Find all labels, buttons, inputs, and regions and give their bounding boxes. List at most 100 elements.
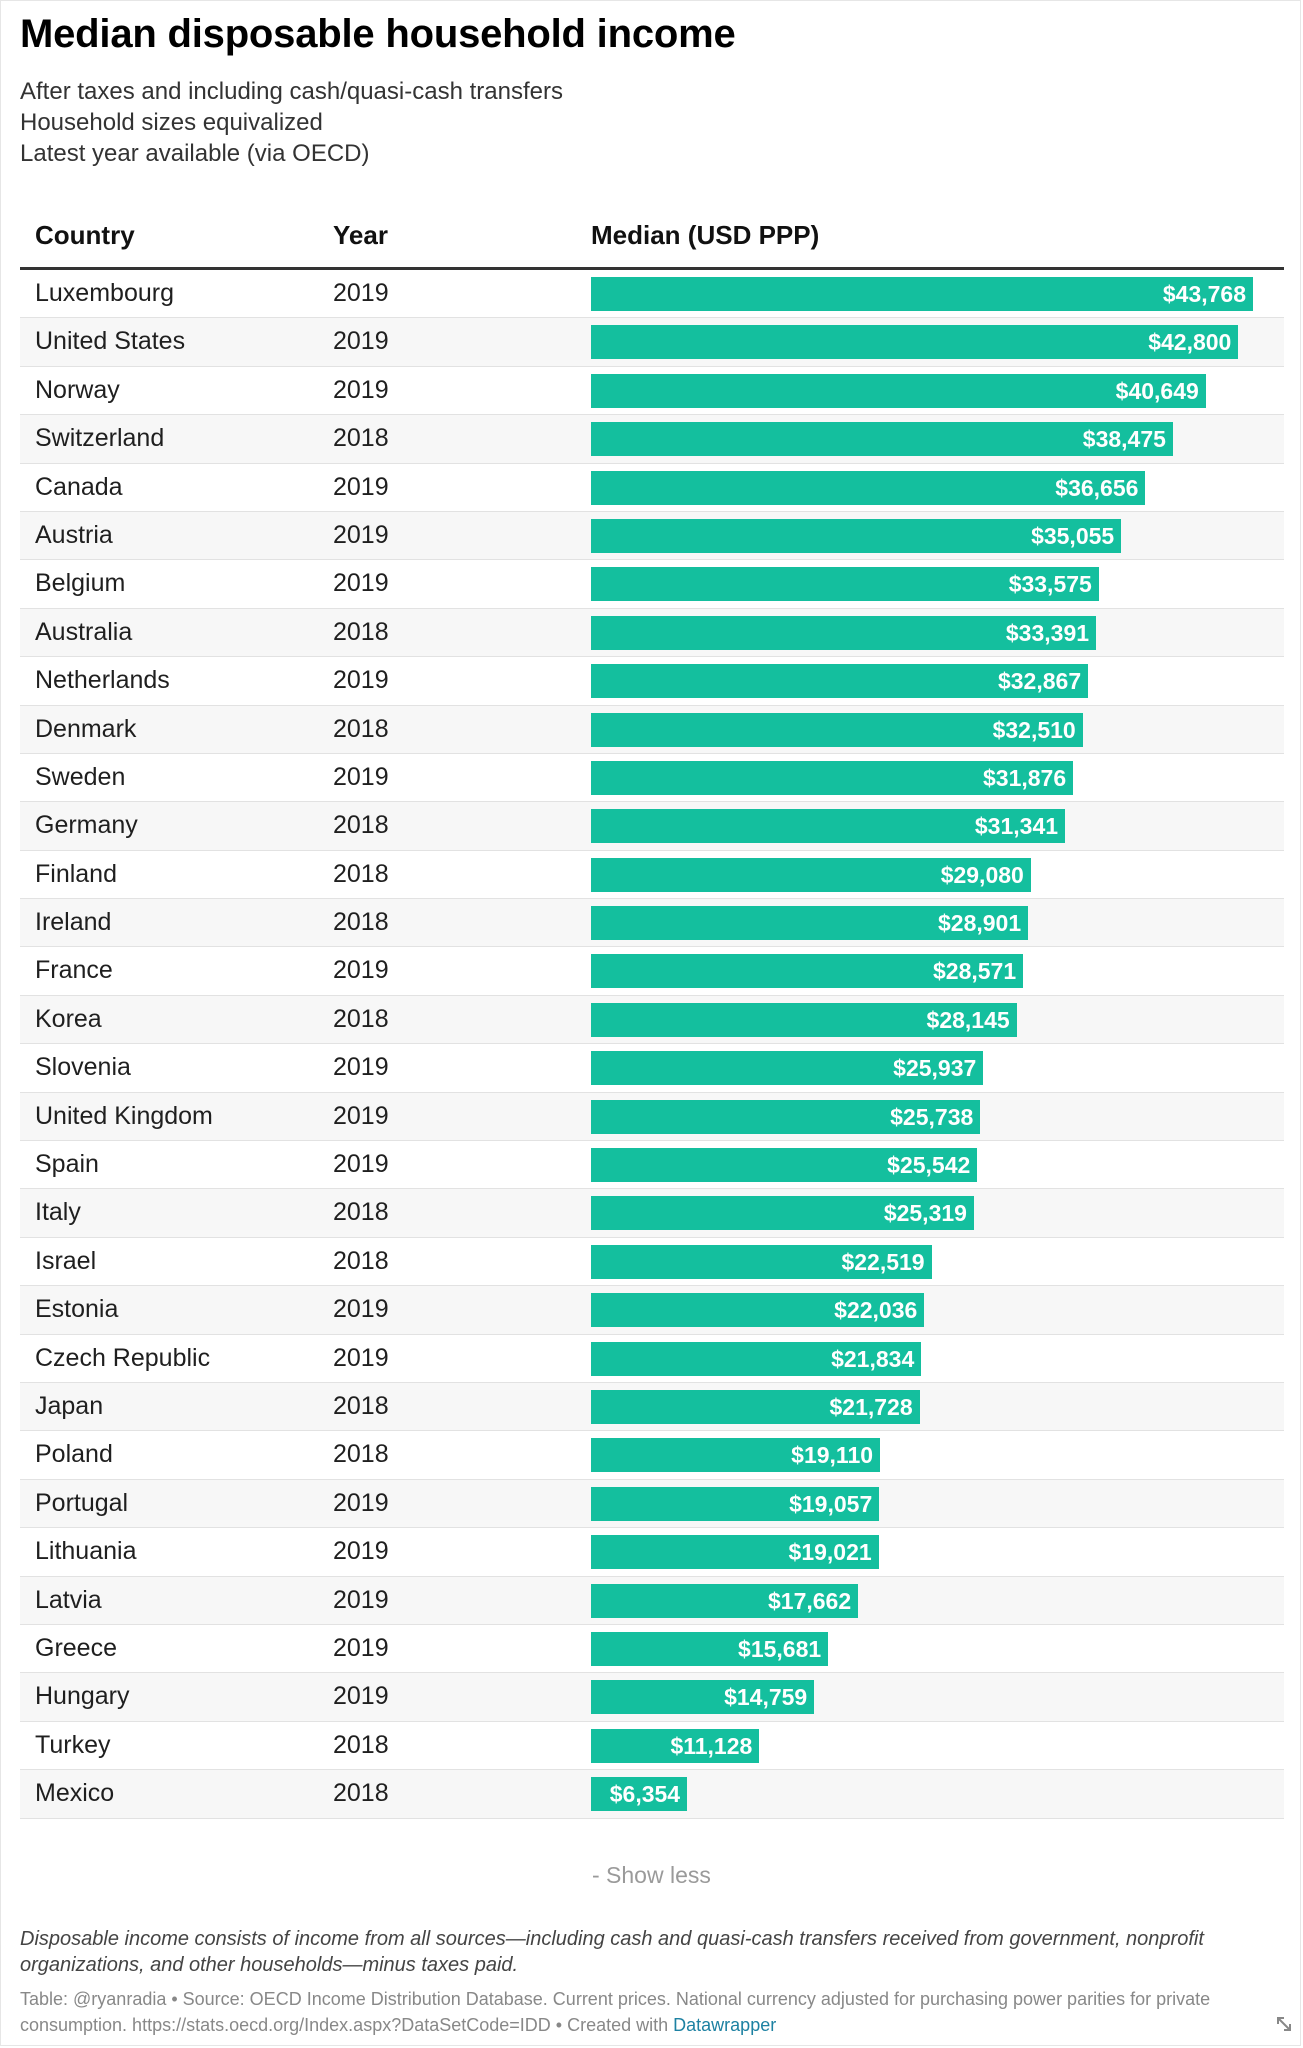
year-cell: 2019 [333, 520, 389, 549]
median-value-label: $22,036 [834, 1297, 918, 1324]
year-cell: 2019 [333, 666, 389, 695]
table-row: Switzerland 2018 $38,475 [20, 415, 1284, 464]
median-bar: $38,475 [591, 422, 1173, 457]
year-cell: 2018 [333, 424, 389, 453]
year-cell: 2019 [333, 1295, 389, 1324]
median-bar: $31,876 [591, 760, 1074, 795]
subtitle-line: After taxes and including cash/quasi-cas… [20, 78, 563, 105]
country-cell: Belgium [35, 569, 126, 598]
median-value-label: $11,128 [670, 1732, 753, 1759]
median-bar: $33,575 [591, 567, 1099, 602]
table-row: Korea 2018 $28,145 [20, 995, 1284, 1045]
median-bar: $25,738 [591, 1099, 981, 1134]
median-bar: $21,728 [591, 1389, 920, 1424]
country-cell: Netherlands [35, 666, 170, 695]
country-cell: Slovenia [35, 1053, 131, 1082]
median-value-label: $28,571 [933, 958, 1017, 985]
country-cell: Austria [35, 520, 113, 549]
country-cell: Greece [35, 1633, 117, 1662]
table-row: Sweden 2019 $31,876 [20, 754, 1284, 803]
column-header-country[interactable]: Country [35, 220, 135, 250]
year-cell: 2019 [333, 1101, 389, 1130]
median-bar: $28,145 [591, 1002, 1017, 1037]
country-cell: Czech Republic [35, 1343, 211, 1372]
median-bar: $19,110 [591, 1438, 881, 1473]
median-value-label: $14,759 [724, 1684, 808, 1711]
median-value-label: $36,656 [1055, 474, 1139, 501]
table-row: Slovenia 2019 $25,937 [20, 1044, 1284, 1093]
year-cell: 2019 [333, 1585, 389, 1614]
year-cell: 2019 [333, 1053, 389, 1082]
table-row: Israel 2018 $22,519 [20, 1238, 1284, 1287]
median-bar: $29,080 [591, 857, 1031, 892]
median-value-label: $33,391 [1005, 619, 1090, 646]
country-cell: Israel [35, 1246, 97, 1275]
year-cell: 2019 [333, 472, 389, 501]
chart-title: Median disposable household income [20, 12, 736, 56]
country-cell: United States [35, 327, 186, 356]
table-row: Lithuania 2019 $19,021 [20, 1528, 1284, 1577]
year-cell: 2019 [333, 762, 389, 791]
show-less-button[interactable]: - Show less [592, 1862, 711, 1888]
table-row: United Kingdom 2019 $25,738 [20, 1092, 1284, 1142]
table-row: Poland 2018 $19,110 [20, 1431, 1284, 1480]
median-value-label: $21,834 [831, 1345, 915, 1372]
median-bar: $28,901 [591, 906, 1029, 941]
median-bar: $22,036 [591, 1293, 925, 1328]
median-value-label: $19,110 [791, 1442, 874, 1469]
subtitle-line: Household sizes equivalized [20, 109, 323, 136]
table-row: Hungary 2019 $14,759 [20, 1673, 1284, 1722]
country-cell: Luxembourg [35, 279, 174, 307]
median-bar: $42,800 [591, 325, 1239, 360]
median-value-label: $40,649 [1115, 377, 1199, 404]
median-bar: $32,510 [591, 712, 1083, 747]
table-row: Canada 2019 $36,656 [20, 464, 1284, 512]
country-cell: Korea [35, 1004, 102, 1033]
median-value-label: $28,901 [937, 910, 1022, 937]
table-row: Germany 2018 $31,341 [20, 802, 1284, 851]
year-cell: 2019 [333, 1537, 389, 1566]
country-cell: Estonia [35, 1295, 119, 1324]
median-value-label: $28,145 [926, 1006, 1010, 1033]
year-cell: 2018 [333, 1440, 389, 1469]
median-value-label: $42,800 [1148, 329, 1232, 356]
table-row: Japan 2018 $21,728 [20, 1382, 1284, 1432]
median-value-label: $43,768 [1162, 281, 1246, 307]
table-row: Portugal 2019 $19,057 [20, 1479, 1284, 1529]
median-value-label: $31,876 [982, 764, 1067, 791]
table-row: United States 2019 $42,800 [20, 318, 1284, 367]
year-cell: 2019 [333, 956, 389, 985]
country-cell: Hungary [35, 1682, 130, 1711]
column-header-median[interactable]: Median (USD PPP) [591, 220, 820, 250]
median-value-label: $19,021 [788, 1539, 872, 1566]
median-bar: $43,768 [591, 277, 1253, 311]
year-cell: 2019 [333, 1488, 389, 1517]
year-cell: 2019 [333, 1633, 389, 1662]
datawrapper-link[interactable]: Datawrapper [673, 2015, 777, 2035]
median-value-label: $25,937 [893, 1055, 977, 1082]
resize-icon[interactable] [1275, 2015, 1293, 2038]
median-value-label: $25,319 [883, 1200, 967, 1227]
median-value-label: $25,738 [890, 1103, 974, 1130]
median-bar: $40,649 [591, 373, 1206, 408]
median-bar: $11,128 [591, 1728, 760, 1763]
chart-subtitle: After taxes and including cash/quasi-cas… [20, 76, 563, 169]
year-cell: 2018 [333, 1391, 389, 1420]
table-row: Greece 2019 $15,681 [20, 1625, 1284, 1674]
year-cell: 2018 [333, 908, 389, 937]
country-cell: Lithuania [35, 1537, 137, 1566]
year-cell: 2019 [333, 1150, 389, 1179]
median-value-label: $21,728 [829, 1393, 913, 1420]
year-cell: 2018 [333, 1198, 389, 1227]
table-row: Austria 2019 $35,055 [20, 511, 1284, 561]
column-header-year[interactable]: Year [333, 220, 388, 250]
median-value-label: $22,519 [841, 1248, 925, 1275]
median-value-label: $32,510 [992, 716, 1076, 743]
country-cell: Portugal [35, 1488, 129, 1517]
median-bar: $14,759 [591, 1680, 815, 1715]
year-cell: 2018 [333, 1730, 389, 1759]
table-row: Italy 2018 $25,319 [20, 1189, 1284, 1238]
median-bar: $17,662 [591, 1583, 859, 1618]
table-row: Turkey 2018 $11,128 [20, 1722, 1284, 1771]
